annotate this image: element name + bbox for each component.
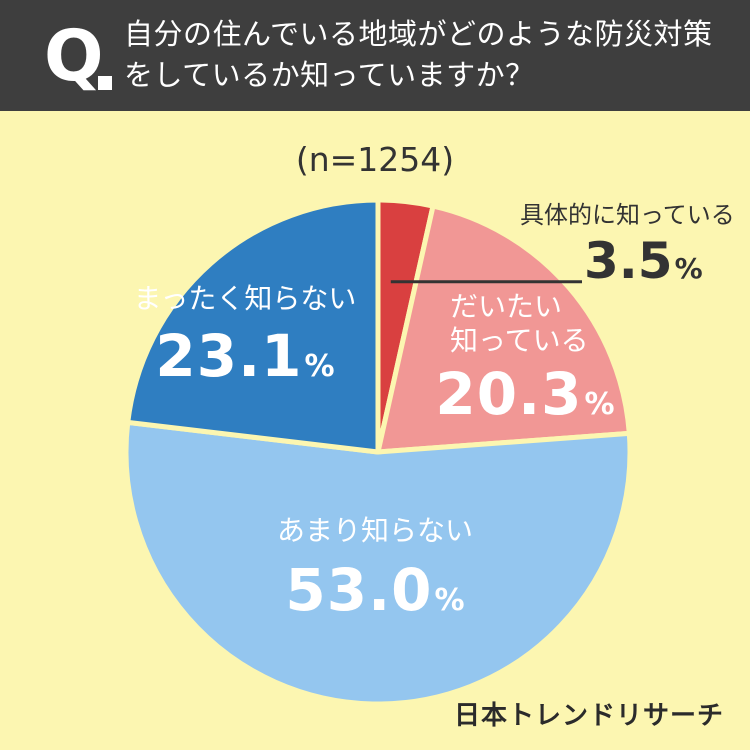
slice-unit-specific: %	[674, 252, 703, 285]
slice-label-specific: 具体的に知っている 3.5%	[520, 200, 735, 290]
sample-size: (n=1254)	[295, 140, 455, 179]
slice-label-roughly: だいたい 知っている 20.3%	[420, 290, 630, 428]
slice-value-specific: 3.5	[584, 232, 673, 290]
slice-value-not-at-all: 23.1	[155, 322, 303, 390]
pie-slice-roughly	[375, 203, 632, 455]
question-text: 自分の住んでいる地域がどのような防災対策をしているか知っていますか？	[124, 17, 713, 92]
pie-slice-not-much	[123, 419, 633, 707]
question-header: Q 自分の住んでいる地域がどのような防災対策をしているか知っていますか？	[0, 0, 750, 111]
slice-category-not-at-all: まったく知らない	[133, 282, 357, 315]
slice-category-not-much: あまり知らない	[276, 514, 473, 547]
slice-category-roughly: だいたい 知っている	[420, 290, 630, 358]
slice-category-roughly-line2: 知っている	[450, 324, 589, 357]
slice-unit-roughly: %	[584, 387, 615, 422]
slice-category-roughly-line1: だいたい	[450, 290, 563, 323]
pie-slice-not-at-all	[125, 197, 381, 455]
slice-category-specific: 具体的に知っている	[520, 201, 735, 229]
q-mark: Q	[44, 15, 104, 97]
slice-unit-not-at-all: %	[304, 349, 335, 384]
slice-unit-not-much: %	[434, 583, 465, 618]
q-dot	[98, 76, 112, 90]
slice-value-not-much: 53.0	[285, 556, 433, 624]
brand-logo-text: 日本トレンドリサーチ	[453, 701, 724, 731]
slice-label-not-at-all: まったく知らない 23.1%	[120, 282, 370, 390]
slice-label-not-much: あまり知らない 53.0%	[225, 514, 525, 624]
slice-value-roughly: 20.3	[435, 360, 583, 428]
